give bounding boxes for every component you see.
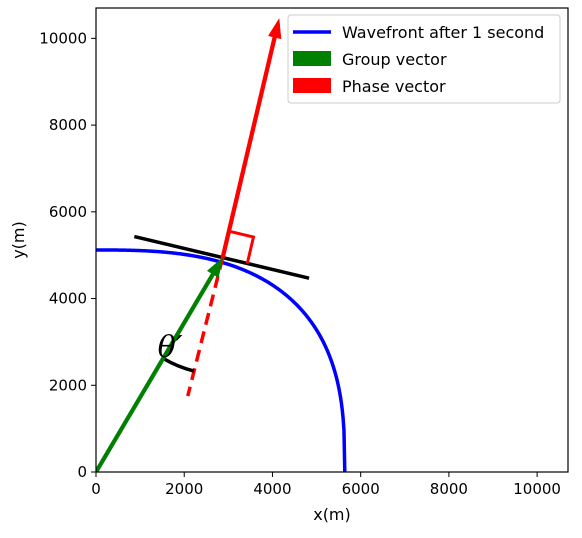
right-angle-marker [227, 229, 256, 264]
legend-group-swatch [293, 51, 331, 66]
y-tick-label: 0 [77, 463, 87, 481]
legend-group-label: Group vector [342, 50, 447, 69]
y-tick-label: 10000 [39, 29, 87, 47]
x-axis-label: x(m) [313, 505, 351, 524]
x-axis-ticks: 0 2000 4000 6000 8000 10000 [91, 472, 561, 498]
x-tick-label: 4000 [253, 480, 291, 498]
phase-vector-extension [186, 257, 225, 397]
x-tick-label: 6000 [342, 480, 380, 498]
x-tick-label: 8000 [430, 480, 468, 498]
legend-box [287, 14, 561, 104]
legend-wavefront-label: Wavefront after 1 second [342, 23, 544, 42]
legend-phase-label: Phase vector [342, 77, 446, 96]
y-tick-label: 8000 [49, 116, 87, 134]
x-tick-label: 10000 [513, 480, 561, 498]
x-tick-label: 0 [91, 480, 101, 498]
y-axis-ticks: 0 2000 4000 6000 8000 10000 [39, 29, 96, 481]
group-vector-arrow [96, 257, 223, 472]
legend: Wavefront after 1 second Group vector Ph… [287, 14, 561, 104]
y-axis-label: y(m) [9, 221, 28, 259]
plot-frame [95, 7, 569, 473]
legend-phase-swatch [293, 78, 331, 93]
y-tick-label: 4000 [49, 290, 87, 308]
phase-vector-arrow [220, 18, 282, 259]
theta-annotation: θ′ [158, 330, 183, 365]
y-tick-label: 2000 [49, 376, 87, 394]
y-tick-label: 6000 [49, 203, 87, 221]
x-tick-label: 2000 [165, 480, 203, 498]
